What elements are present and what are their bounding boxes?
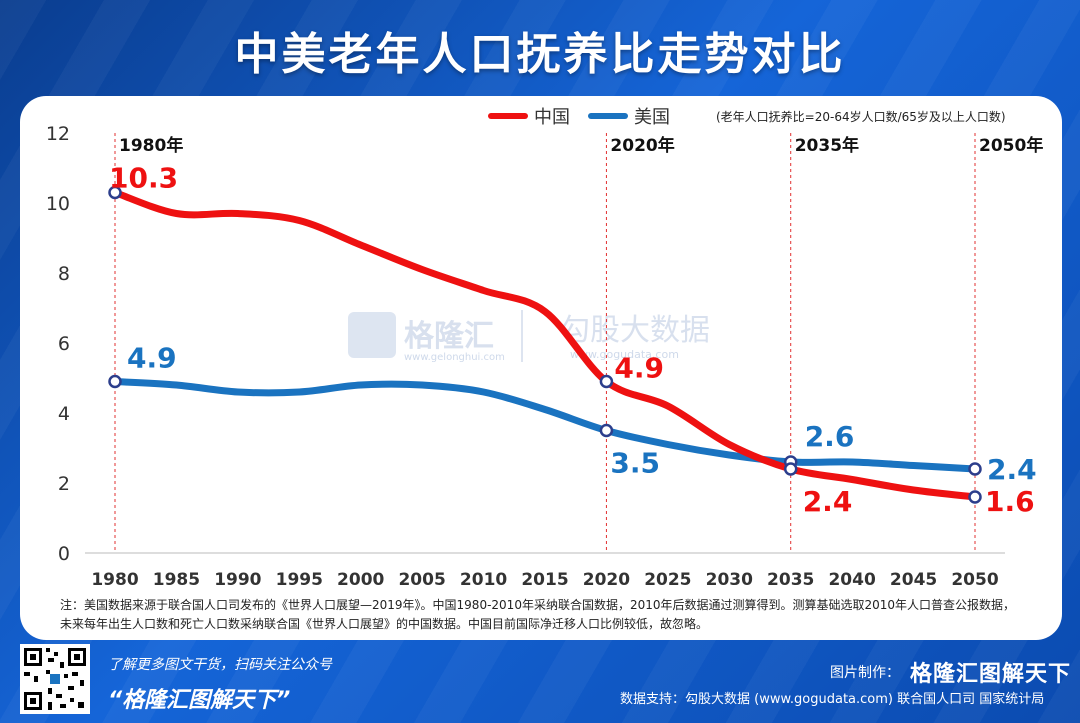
formula-note: (老年人口抚养比=20-64岁人口数/65岁及以上人口数) xyxy=(716,110,1006,124)
x-tick-label: 2025 xyxy=(644,570,691,590)
y-tick-label: 2 xyxy=(58,473,70,495)
x-tick-label: 2005 xyxy=(398,570,445,590)
qr-code-image xyxy=(20,644,90,714)
legend-swatch-china xyxy=(488,113,528,119)
data-label-china-2020: 4.9 xyxy=(614,352,664,385)
y-tick-label: 6 xyxy=(58,333,70,355)
year-marker-lines: 1980年 2020年 2035年 2050年 xyxy=(114,133,1043,553)
legend-item-usa: 美国 xyxy=(588,103,670,129)
chart-panel xyxy=(20,96,1062,640)
x-axis: 1980 1985 1990 1995 2000 2005 2010 2015 2020 2025… xyxy=(85,552,1005,590)
legend-item-china: 中国 xyxy=(488,103,570,129)
x-tick-label: 2020 xyxy=(583,570,630,590)
y-tick-label: 8 xyxy=(58,263,70,285)
x-tick-label: 1985 xyxy=(153,570,200,590)
data-point-china-2020 xyxy=(599,374,614,389)
series-lines xyxy=(111,189,979,501)
data-point-china-2050 xyxy=(968,490,982,504)
footer-source: 数据支持：勾股大数据 (www.gogudata.com) 联合国人口司 国家统… xyxy=(620,692,1045,707)
legend-label-china: 中国 xyxy=(534,107,570,128)
marker-label-2050: 2050年 xyxy=(979,135,1043,156)
footer-promo: 了解更多图文干货，扫码关注公众号 xyxy=(108,657,332,673)
data-label-usa-2035: 2.6 xyxy=(805,420,855,453)
y-tick-label: 0 xyxy=(58,543,70,565)
series-line-china xyxy=(111,189,979,501)
credit-label: 图片制作： xyxy=(830,665,900,681)
legend-swatch-usa xyxy=(588,113,628,119)
data-points xyxy=(108,185,982,504)
x-tick-label: 2045 xyxy=(890,570,937,590)
watermark-brand: 格隆汇 xyxy=(404,319,494,354)
x-tick-label: 1990 xyxy=(214,570,261,590)
x-tick-label: 2030 xyxy=(706,570,753,590)
y-axis: 0 2 4 6 8 10 12 xyxy=(46,123,70,565)
footer-brand-quote: “格隆汇图解天下” xyxy=(108,688,291,713)
x-tick-label: 2040 xyxy=(828,570,875,590)
watermark-site: www.gelonghui.com xyxy=(404,352,505,363)
marker-label-2020: 2020年 xyxy=(610,135,674,156)
x-tick-label: 2000 xyxy=(337,570,384,590)
footnote-line-2: 未来每年出生人口数和死亡人口数采纳联合国《世界人口展望》的中国数据。中国目前国际… xyxy=(60,617,709,631)
watermark-brand-2: 勾股大数据 xyxy=(560,313,710,348)
qr-code[interactable] xyxy=(20,644,90,714)
data-point-usa-1980 xyxy=(108,374,122,389)
x-tick-label: 2010 xyxy=(460,570,507,590)
credit-brand-logo: 格隆汇图解天下 xyxy=(910,662,1072,687)
watermark-logo xyxy=(348,312,396,358)
x-tick-label: 1995 xyxy=(276,570,323,590)
data-labels: 10.34.9 4.93.52.62.42.41.6 xyxy=(109,162,1037,519)
data-label-usa-2050: 2.4 xyxy=(987,453,1037,486)
page-title: 中美老年人口抚养比走势对比 xyxy=(234,29,846,80)
x-tick-label: 2050 xyxy=(951,570,998,590)
footnote-line-1: 注：美国数据来源于联合国人口司发布的《世界人口展望—2019年》。中国1980-… xyxy=(60,598,1016,612)
marker-label-1980: 1980年 xyxy=(119,135,183,156)
data-point-china-2035 xyxy=(783,462,798,476)
data-label-usa-2020: 3.5 xyxy=(610,447,660,480)
footer-credit: 图片制作： 格隆汇图解天下 xyxy=(830,656,1071,688)
series-line-usa xyxy=(111,378,979,473)
data-label-china-2035: 2.4 xyxy=(803,485,853,518)
data-label-usa-1980: 4.9 xyxy=(127,342,177,375)
data-point-usa-2020 xyxy=(599,423,614,438)
y-tick-label: 10 xyxy=(46,193,70,215)
y-tick-label: 12 xyxy=(46,123,70,145)
data-label-china-1980: 10.3 xyxy=(109,162,178,195)
data-point-china-1980 xyxy=(108,185,122,200)
legend-label-usa: 美国 xyxy=(634,107,670,128)
data-label-china-2050: 1.6 xyxy=(985,485,1035,518)
data-point-usa-2050 xyxy=(968,462,982,476)
x-tick-label: 2015 xyxy=(521,570,568,590)
x-tick-label: 2035 xyxy=(767,570,814,590)
x-tick-label: 1980 xyxy=(91,570,138,590)
marker-label-2035: 2035年 xyxy=(795,135,859,156)
legend: 中国 美国 xyxy=(488,104,688,128)
y-tick-label: 4 xyxy=(58,403,70,425)
footnotes: 注：美国数据来源于联合国人口司发布的《世界人口展望—2019年》。中国1980-… xyxy=(60,596,1050,634)
watermark-site-2: www.gogudata.com xyxy=(570,348,679,361)
